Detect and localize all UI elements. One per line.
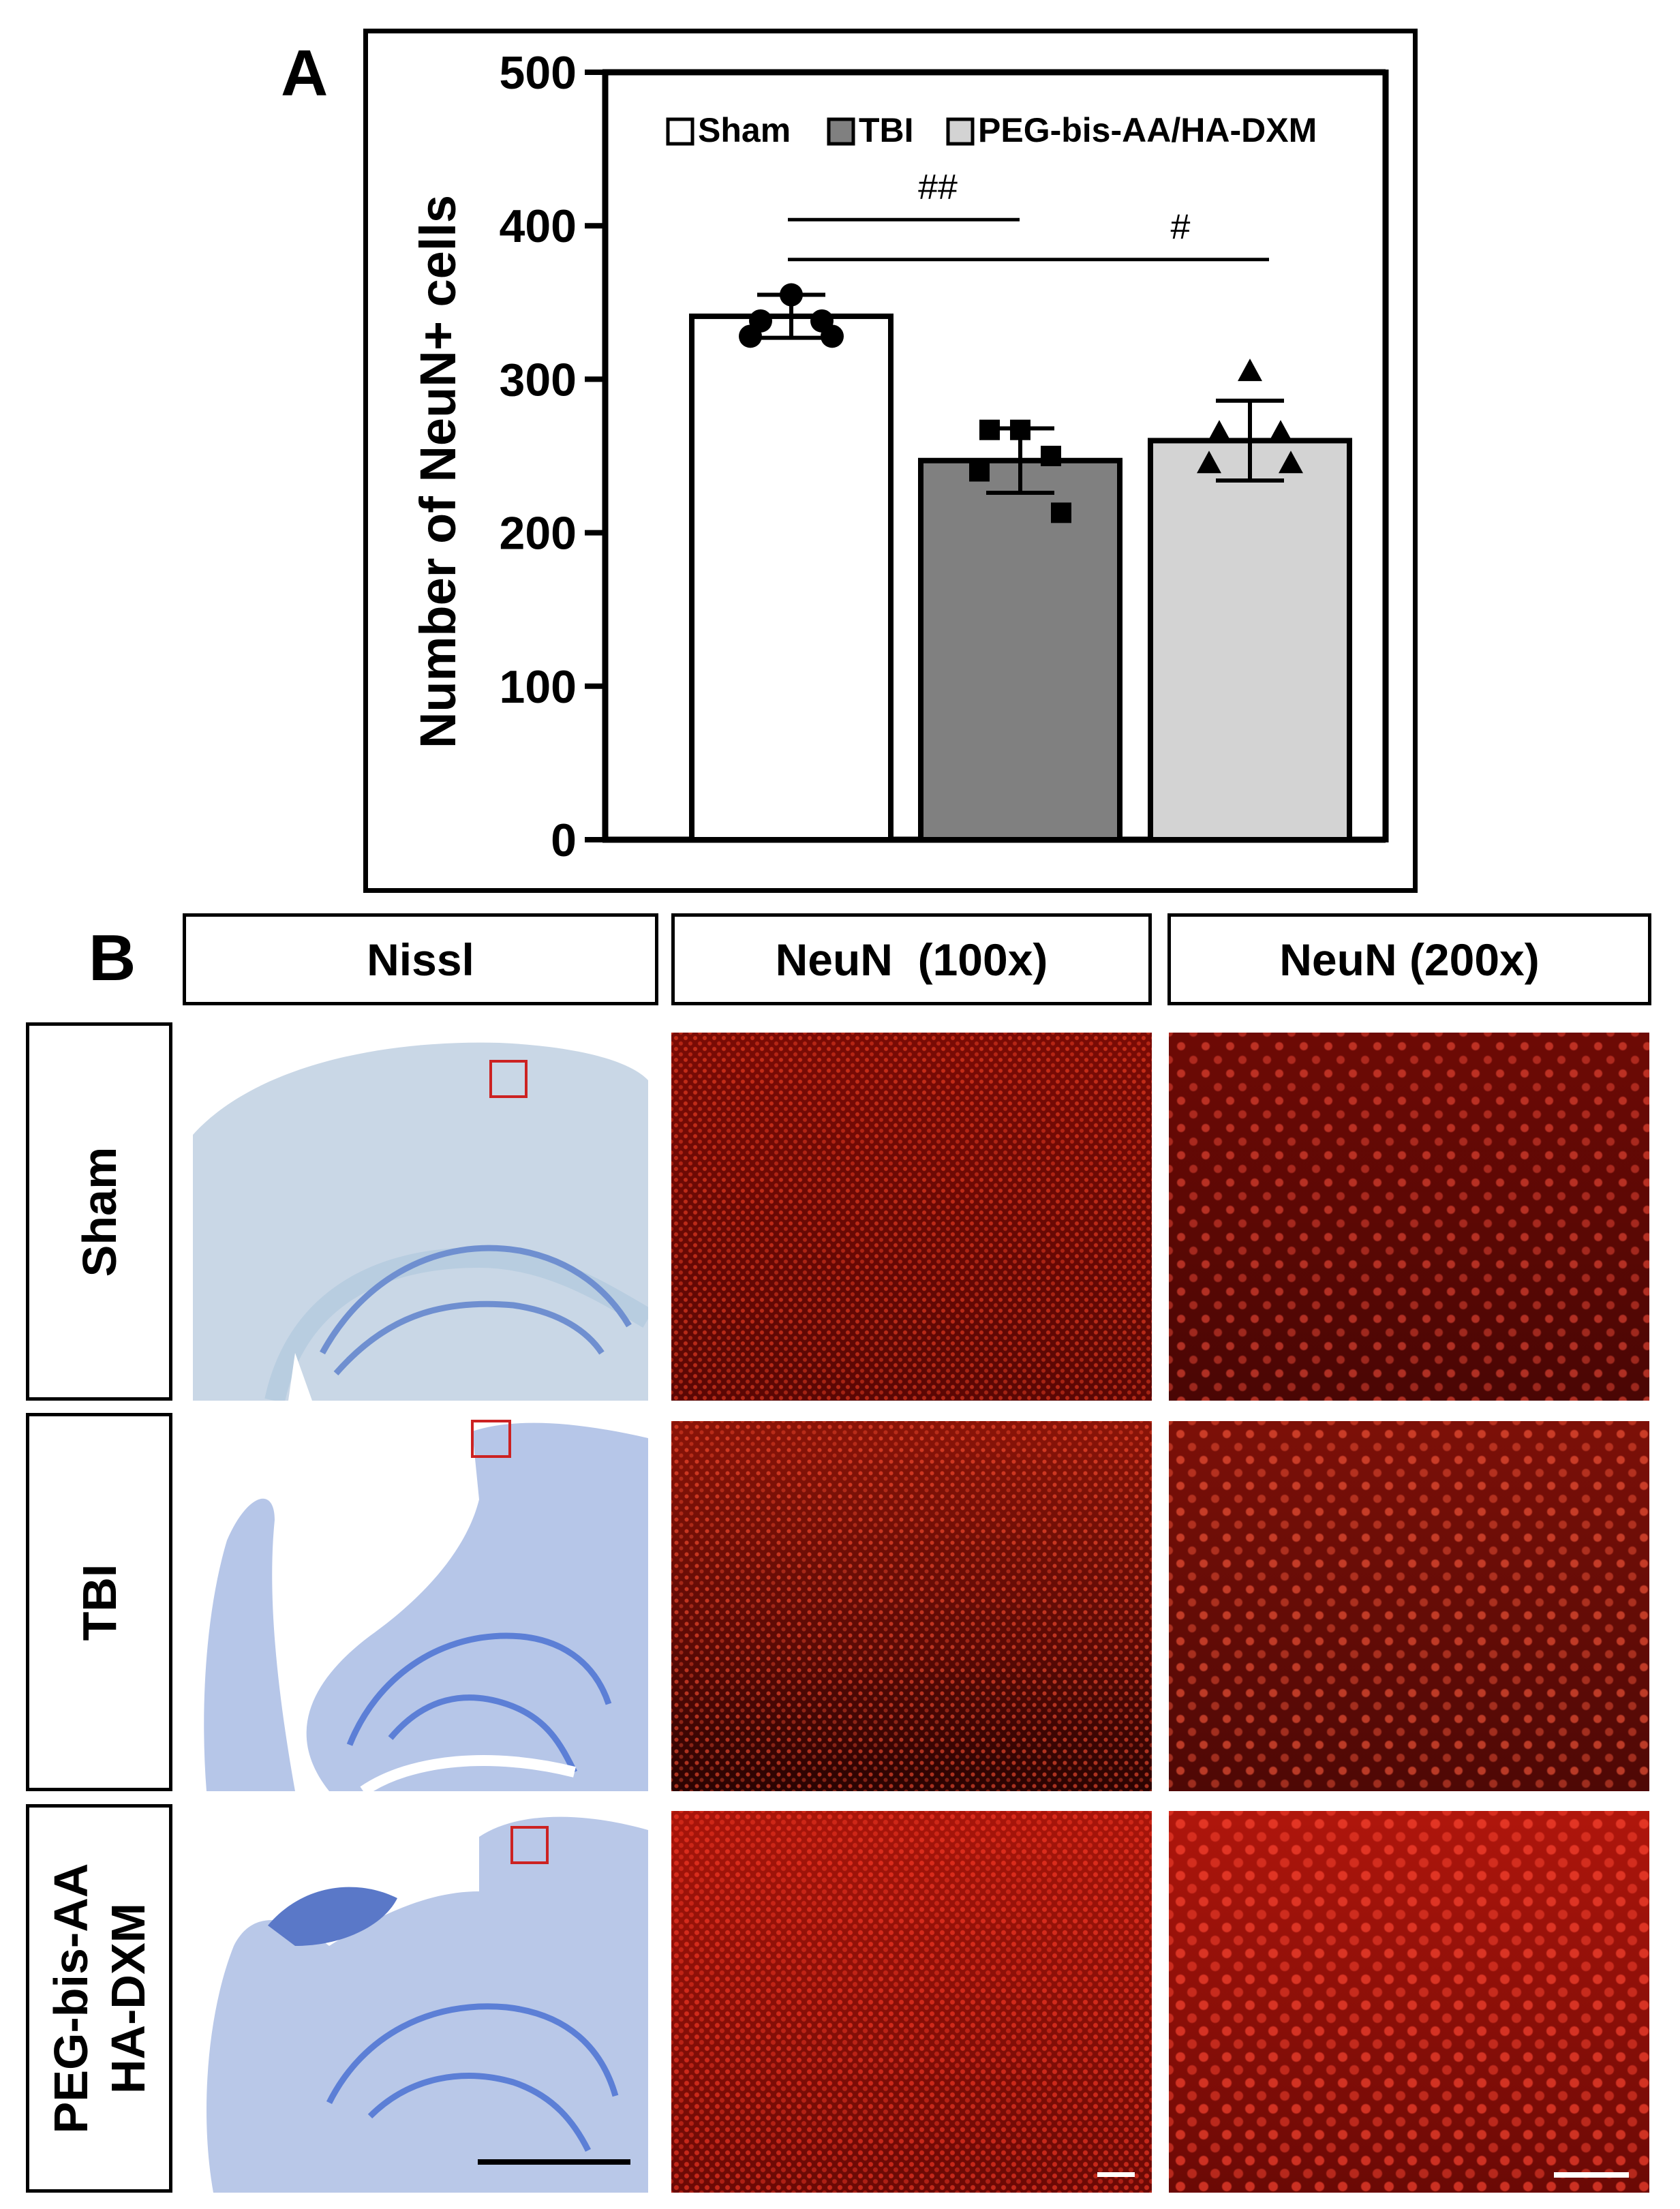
column-header-neun-200x: NeuN (200x) <box>1167 913 1651 1005</box>
nissl-image-tbi <box>193 1418 648 1791</box>
neun-200x-image-treatment <box>1169 1811 1649 2193</box>
y-axis-label: Number of NeuN+ cells <box>410 195 466 748</box>
data-point <box>1051 502 1071 523</box>
neun-bar-chart: Number of NeuN+ cells 0 100 200 300 400 500 #… <box>410 47 1389 866</box>
legend-swatch <box>946 117 975 146</box>
row-label-sham-box: Sham <box>26 1022 172 1401</box>
data-point <box>1041 446 1061 466</box>
row-label-treatment-box: PEG-bis-AA HA-DXM <box>26 1804 172 2193</box>
data-point <box>1010 419 1030 440</box>
scale-bar <box>1097 2172 1135 2177</box>
panel-a-letter: A <box>281 37 329 110</box>
legend-swatch <box>666 117 694 146</box>
nissl-image-sham <box>193 1033 648 1401</box>
scale-bar <box>1554 2172 1629 2178</box>
data-point <box>969 461 990 482</box>
y-tick-label: 200 <box>500 508 577 560</box>
legend-label: PEG-bis-AA/HA-DXM <box>978 111 1317 149</box>
nissl-image-treatment <box>193 1810 648 2193</box>
bar-peg-bis-aa-ha-dxm <box>1148 438 1352 842</box>
data-point <box>821 324 844 348</box>
neun-100x-image-treatment <box>671 1811 1152 2193</box>
neun-200x-image-sham <box>1169 1033 1649 1401</box>
y-tick-label: 300 <box>500 354 577 406</box>
data-point <box>1268 420 1293 443</box>
y-tick-label: 500 <box>500 47 577 99</box>
bar-sham <box>689 314 894 842</box>
legend-swatch <box>827 117 855 146</box>
data-point <box>1238 359 1262 382</box>
significance-label: # <box>1171 208 1191 247</box>
bars <box>689 314 1352 842</box>
y-tick-label: 100 <box>500 661 577 713</box>
significance-brackets: ### <box>788 168 1269 262</box>
neun-200x-image-tbi <box>1169 1421 1649 1791</box>
legend-label: Sham <box>698 111 791 149</box>
chart-legend: Sham TBI PEG-bis-AA/HA-DXM <box>666 111 1317 149</box>
panel-a-frame <box>363 29 1418 893</box>
column-header-nissl: Nissl <box>183 913 658 1005</box>
data-point <box>739 324 762 348</box>
row-label-tbi: TBI <box>72 1564 126 1641</box>
legend-label: TBI <box>859 111 914 149</box>
data-point <box>1197 451 1221 474</box>
data-point <box>979 419 1000 440</box>
data-point <box>1207 420 1232 443</box>
row-label-treatment: PEG-bis-AA HA-DXM <box>44 1863 155 2134</box>
significance-label: ## <box>918 168 958 207</box>
y-tick-label: 0 <box>551 814 577 866</box>
neun-100x-image-sham <box>671 1033 1152 1401</box>
y-tick-label: 400 <box>500 200 577 252</box>
data-points <box>739 283 1303 523</box>
data-point <box>780 283 803 307</box>
column-header-neun-100x: NeuN (100x) <box>671 913 1152 1005</box>
row-label-sham: Sham <box>72 1146 126 1277</box>
data-point <box>1279 451 1303 474</box>
row-label-tbi-box: TBI <box>26 1413 172 1791</box>
neun-100x-image-tbi <box>671 1421 1152 1791</box>
bar-tbi <box>918 457 1122 842</box>
panel-b-letter: B <box>89 921 136 994</box>
